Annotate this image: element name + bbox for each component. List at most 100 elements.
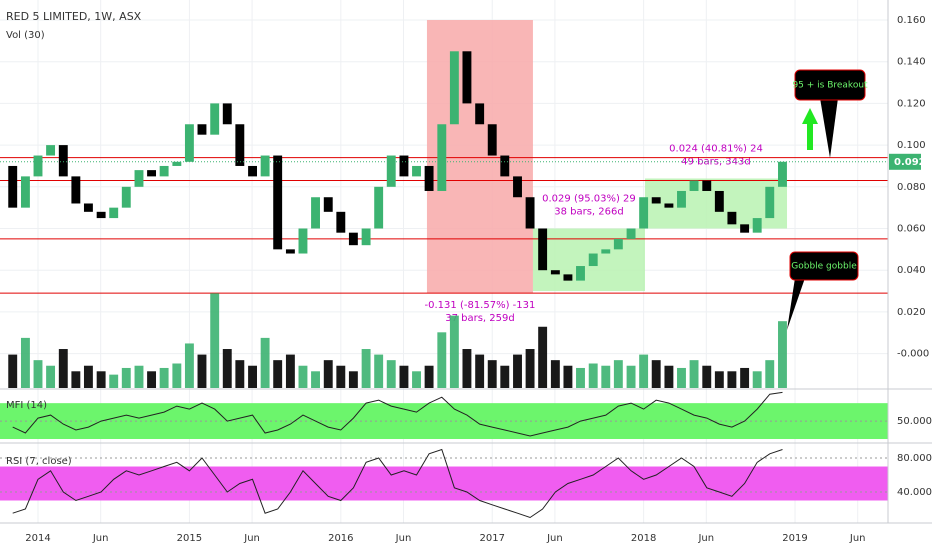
volume-bar [437, 332, 447, 388]
volume-bar [260, 337, 270, 388]
volume-bar [71, 371, 81, 388]
y-tick-label: -0.000 [897, 349, 929, 360]
volume-bar [235, 360, 245, 388]
volume-bar [778, 321, 787, 388]
candle-body [210, 103, 220, 135]
candle-body [740, 224, 750, 233]
rsi-label: RSI (7, close) [6, 456, 72, 467]
candle-body [134, 170, 144, 187]
volume-bar [588, 363, 598, 388]
candle-body [374, 186, 384, 229]
volume-bar [46, 365, 56, 388]
candle-body [172, 161, 182, 166]
volume-bar [222, 349, 232, 388]
candle-body [197, 124, 207, 135]
volume-bar [613, 360, 623, 388]
volume-bar [121, 367, 131, 388]
candle-body [613, 238, 623, 250]
volume-bar [740, 367, 750, 388]
y-tick-label: 0.120 [897, 98, 926, 109]
callout-text: 95 + is Breakout [792, 81, 868, 91]
candle-body [563, 274, 573, 281]
candle-body [222, 103, 232, 125]
volume-bar [651, 360, 661, 388]
range-label: 38 bars, 266d [554, 207, 624, 218]
candle-body [159, 165, 169, 177]
candle-body [576, 266, 585, 281]
volume-bar [765, 360, 775, 388]
volume-bar [197, 354, 207, 388]
volume-bar [601, 365, 611, 388]
last-price-label: 0.092 [894, 157, 926, 168]
volume-bar [487, 360, 497, 388]
candle-body [298, 228, 308, 254]
volume-bar [184, 343, 194, 388]
y-tick-label: 0.080 [897, 182, 926, 193]
candle-body [273, 155, 283, 250]
volume-bar [727, 371, 737, 388]
x-tick-label: Jun [546, 533, 563, 544]
candle-body [500, 155, 510, 177]
mfi-line [12, 391, 783, 437]
volume-bar [513, 354, 522, 388]
candle-body [689, 180, 699, 191]
volume-label: Vol (30) [6, 30, 45, 41]
volume-bar [348, 371, 358, 388]
volume-bar [538, 326, 548, 388]
volume-bar [8, 354, 18, 388]
x-tick-label: Jun [243, 533, 260, 544]
y-tick-label: 0.040 [897, 265, 926, 276]
volume-bar [273, 360, 283, 388]
candle-body [8, 165, 18, 208]
candle-body [677, 190, 686, 208]
volume-bar [475, 354, 485, 388]
candle-body [121, 186, 131, 208]
volume-bar [159, 367, 169, 388]
volume-bar [83, 365, 93, 388]
volume-bar [134, 365, 144, 388]
candle-body [487, 124, 497, 156]
volume-bar [147, 371, 157, 388]
volume-bar [285, 354, 295, 388]
volume-bar [500, 365, 510, 388]
volume-bar [323, 360, 333, 388]
breakout-arrow [802, 108, 818, 150]
y-tick-label: 40.000000 [897, 487, 932, 498]
candle-body [449, 51, 459, 125]
x-tick-label: 2016 [328, 533, 353, 544]
candle-body [348, 232, 358, 246]
volume-bar [109, 374, 119, 388]
volume-bar [374, 354, 384, 388]
callout-box [789, 251, 859, 281]
candle-body [462, 51, 472, 104]
volume-bar [677, 367, 686, 388]
volume-bar [550, 360, 560, 388]
last-price-box [889, 153, 921, 170]
candle-body [765, 186, 775, 219]
volume-bar [424, 365, 434, 388]
candle-body [475, 103, 485, 125]
volume-bar [248, 365, 257, 388]
x-tick-label: 2018 [631, 533, 656, 544]
candle-body [778, 161, 787, 187]
callout-box [794, 69, 866, 101]
candle-body [424, 165, 434, 191]
candle-body [727, 211, 737, 225]
candle-body [71, 176, 81, 204]
candle-body [311, 197, 320, 229]
range-label: 0.029 (95.03%) 29 [542, 194, 636, 205]
chart-title: RED 5 LIMITED, 1W, ASX [6, 10, 142, 23]
candle-body [538, 228, 548, 271]
candle-body [386, 155, 396, 187]
candle-body [399, 155, 409, 177]
candle-body [109, 207, 119, 219]
candle-body [588, 253, 598, 267]
candle-body [83, 203, 93, 212]
volume-bar [525, 349, 535, 388]
volume-bar [626, 365, 636, 388]
candle-body [752, 218, 762, 233]
x-tick-label: 2014 [25, 533, 50, 544]
volume-bar [576, 367, 585, 388]
y-tick-label: 0.160 [897, 15, 926, 26]
